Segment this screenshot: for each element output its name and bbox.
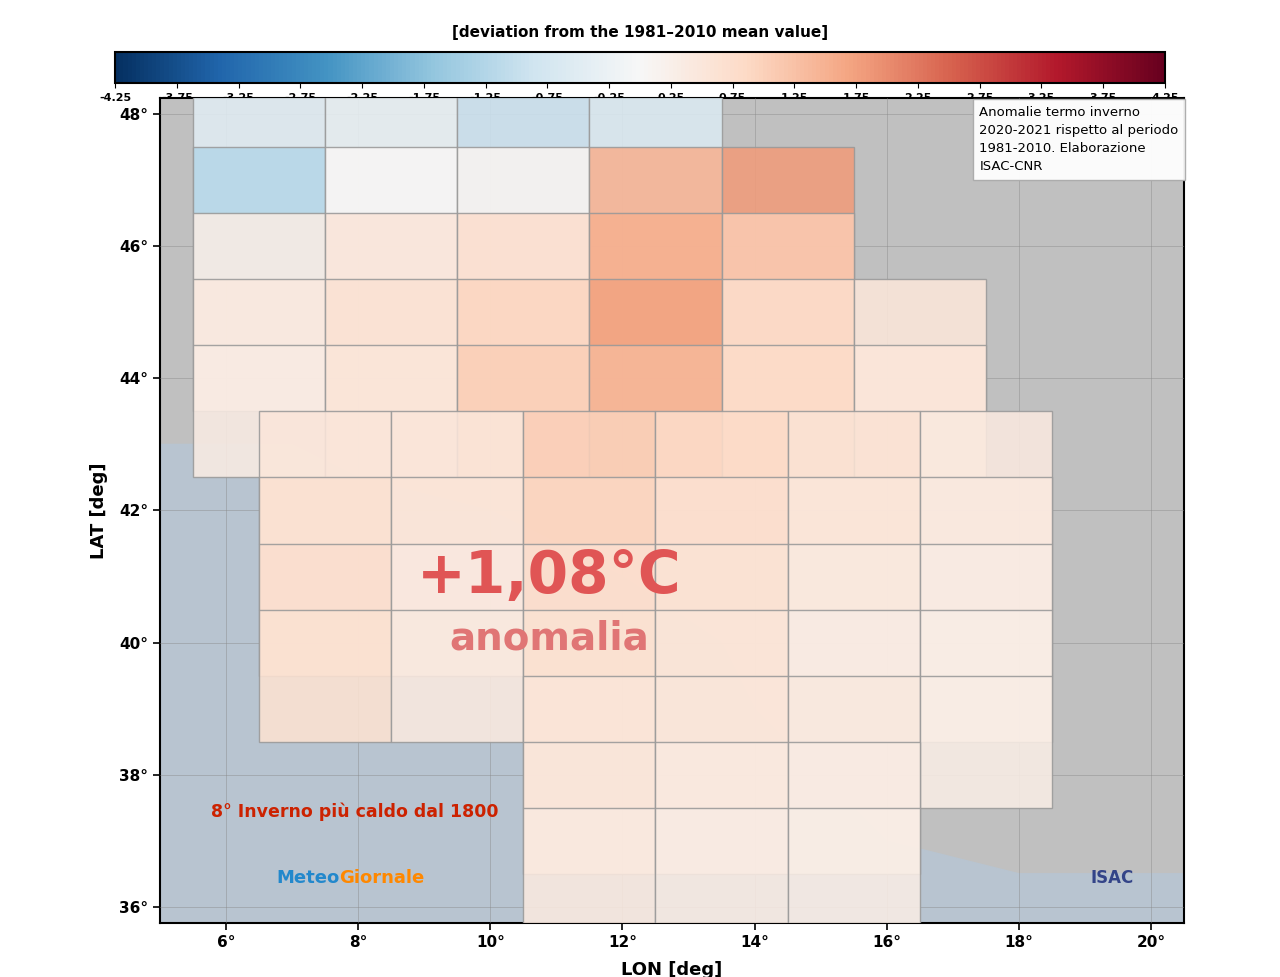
Bar: [193, 213, 325, 345]
Bar: [919, 675, 1052, 808]
Bar: [919, 543, 1052, 675]
Bar: [325, 345, 457, 478]
Bar: [392, 478, 524, 610]
Bar: [854, 279, 986, 411]
Bar: [655, 411, 787, 543]
Bar: [722, 213, 854, 345]
Bar: [787, 808, 919, 940]
Bar: [787, 411, 919, 543]
Bar: [919, 610, 1052, 742]
Y-axis label: LAT [deg]: LAT [deg]: [90, 462, 108, 559]
Bar: [325, 213, 457, 345]
Bar: [722, 148, 854, 279]
Bar: [524, 675, 655, 808]
Bar: [457, 279, 590, 411]
Text: Giornale: Giornale: [339, 869, 425, 887]
Bar: [919, 411, 1052, 543]
Bar: [457, 81, 590, 213]
Bar: [590, 279, 722, 411]
Bar: [590, 148, 722, 279]
Bar: [392, 610, 524, 742]
Bar: [260, 543, 392, 675]
Text: Anomalie termo inverno
2020-2021 rispetto al periodo
1981-2010. Elaborazione
ISA: Anomalie termo inverno 2020-2021 rispett…: [979, 106, 1179, 173]
Bar: [722, 279, 854, 411]
Bar: [787, 742, 919, 873]
Bar: [457, 213, 590, 345]
Bar: [854, 345, 986, 478]
Bar: [524, 478, 655, 610]
Bar: [392, 543, 524, 675]
Bar: [590, 345, 722, 478]
Bar: [325, 81, 457, 213]
Bar: [260, 411, 392, 543]
Bar: [655, 478, 787, 610]
Bar: [524, 411, 655, 543]
Bar: [457, 345, 590, 478]
Bar: [193, 81, 325, 213]
Bar: [457, 148, 590, 279]
Bar: [919, 478, 1052, 610]
Text: ISAC: ISAC: [1091, 869, 1134, 887]
Bar: [193, 279, 325, 411]
Bar: [787, 675, 919, 808]
Bar: [655, 610, 787, 742]
Bar: [787, 610, 919, 742]
X-axis label: LON [deg]: LON [deg]: [621, 961, 723, 977]
Bar: [590, 213, 722, 345]
Bar: [787, 543, 919, 675]
Bar: [590, 81, 722, 213]
Bar: [260, 478, 392, 610]
Text: anomalia: anomalia: [449, 619, 649, 658]
Bar: [787, 478, 919, 610]
Bar: [193, 345, 325, 478]
Bar: [655, 543, 787, 675]
Polygon shape: [160, 378, 1184, 923]
Text: [deviation from the 1981–2010 mean value]: [deviation from the 1981–2010 mean value…: [452, 24, 828, 40]
Bar: [193, 148, 325, 279]
Text: Meteo: Meteo: [276, 869, 339, 887]
Bar: [655, 742, 787, 873]
Bar: [392, 411, 524, 543]
Bar: [655, 675, 787, 808]
Bar: [524, 808, 655, 940]
Text: 8° Inverno più caldo dal 1800: 8° Inverno più caldo dal 1800: [211, 802, 499, 821]
Bar: [260, 610, 392, 742]
Bar: [325, 148, 457, 279]
Bar: [722, 345, 854, 478]
Bar: [524, 610, 655, 742]
Bar: [524, 742, 655, 873]
Bar: [325, 279, 457, 411]
Text: +1,08°C: +1,08°C: [417, 548, 681, 605]
Bar: [655, 808, 787, 940]
Bar: [524, 543, 655, 675]
